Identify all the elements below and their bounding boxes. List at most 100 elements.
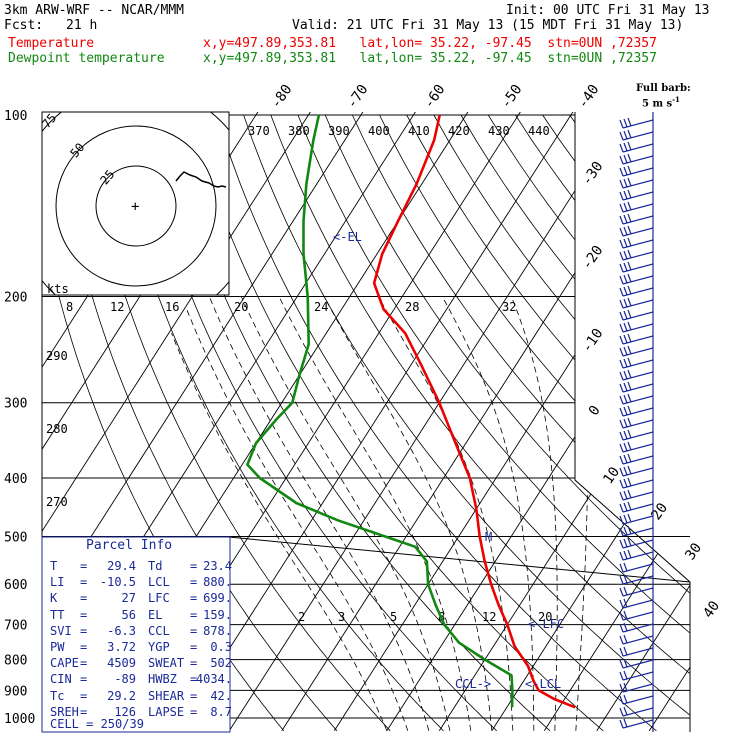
- parcel-key: CAPE: [50, 656, 79, 671]
- isotherm-label: -50: [498, 82, 526, 112]
- theta-label: 440: [528, 124, 550, 138]
- parcel-value: 126: [114, 704, 136, 719]
- mixing-ratio-label: 24: [314, 300, 328, 314]
- annotations: <-EL <-LFC <-LCL CCL-> M: [333, 230, 564, 691]
- wind-barb: [619, 273, 654, 285]
- wind-barb: [619, 225, 654, 237]
- wind-barb: [619, 381, 654, 393]
- isotherm-label: 0: [586, 403, 604, 419]
- parcel-key: LAPSE: [148, 704, 185, 719]
- parcel-info-title: Parcel Info: [86, 538, 173, 553]
- wind-barb: [619, 345, 654, 357]
- parcel-value: 878.: [203, 623, 232, 638]
- parcel-key: SWEAT: [148, 656, 185, 671]
- dry-adiabat: [324, 114, 690, 732]
- isotherm: [228, 112, 633, 732]
- parcel-cell: CELL = 250/39: [50, 717, 144, 731]
- parcel-info: [41, 536, 231, 733]
- parcel-value: 27: [121, 591, 136, 606]
- parcel-value: 0.3: [210, 640, 232, 654]
- wind-barb: [619, 429, 654, 441]
- pressure-tick-label: 900: [4, 684, 27, 699]
- parcel-key: TT: [50, 607, 65, 622]
- wind-barb: [619, 285, 654, 297]
- wind-barb: [619, 369, 654, 381]
- dry-adiabat: [188, 114, 604, 732]
- temperature-curve: [372, 114, 576, 709]
- theta-label: 400: [368, 124, 390, 138]
- isotherm-label: 40: [700, 598, 723, 621]
- wind-barb: [619, 177, 654, 189]
- theta-label: 390: [328, 124, 350, 138]
- wind-barb: [619, 549, 654, 561]
- parcel-value: 29.4: [107, 559, 136, 573]
- frame-diag: [228, 536, 691, 583]
- parcel-eq: =: [190, 623, 198, 638]
- dry-adiabat: [433, 114, 690, 732]
- wind-barb: [619, 357, 654, 369]
- parcel-value: 56: [121, 607, 136, 622]
- temperature-legend: Temperature: [8, 36, 95, 51]
- barb-legend-line1: Full barb:: [636, 83, 691, 94]
- wind-barb: [619, 706, 654, 717]
- theta-label: 430: [488, 124, 510, 138]
- mixing-ratio-label: 32: [502, 300, 516, 314]
- parcel-key: SREH: [50, 704, 79, 719]
- wind-barb: [619, 249, 654, 261]
- pressure-tick-label: 100: [4, 109, 27, 124]
- parcel-eq: =: [190, 591, 198, 606]
- forecast-hour: 21 h: [66, 18, 98, 33]
- isotherm-label: -70: [344, 82, 372, 112]
- header: 3km ARW-WRF -- NCAR/MMM Init: 00 UTC Fri…: [0, 0, 740, 70]
- parcel-value: 880.: [203, 575, 232, 590]
- dewpoint-legend: Dewpoint temperature: [8, 51, 165, 66]
- wind-barb: [619, 141, 654, 153]
- parcel-key: CCL: [148, 623, 170, 638]
- dry-adiabat: [297, 114, 690, 732]
- forecast-label: Fcst:: [4, 18, 44, 33]
- parcel-key: T: [50, 559, 58, 573]
- mixing-ratio-label: 12: [482, 610, 496, 624]
- parcel-key: LI: [50, 575, 65, 590]
- isotherm: [438, 112, 690, 732]
- isotherm: [596, 112, 690, 732]
- wind-barb: [619, 261, 654, 273]
- wind-barb: [619, 586, 654, 597]
- isotherm: [42, 112, 370, 732]
- isotherm-label: -40: [575, 82, 603, 112]
- annotation-el: <-EL: [333, 230, 362, 244]
- wind-barb: [619, 417, 654, 429]
- wind-barb: [619, 513, 654, 525]
- dry-adiabat: [596, 114, 690, 732]
- wind-barb: [619, 574, 654, 585]
- wind-barb: [619, 237, 654, 249]
- dry-adiabat: [569, 114, 690, 732]
- parcel-value: 42.: [210, 688, 232, 703]
- wind-barb: [619, 129, 654, 141]
- dry-adiabat: [351, 114, 690, 732]
- parcel-eq: =: [80, 688, 88, 703]
- annotation-lfc: <-LFC: [528, 617, 564, 631]
- annotation-m: M: [485, 530, 492, 544]
- wind-barb: [619, 465, 654, 477]
- theta-label: 380: [288, 124, 310, 138]
- dry-adiabat: [134, 114, 497, 732]
- parcel-value: 8.7: [210, 704, 232, 719]
- parcel-key: Tc: [50, 688, 65, 703]
- wind-barb: [619, 562, 654, 573]
- sounding-curves: [246, 114, 576, 709]
- wind-barb: [619, 598, 654, 609]
- parcel-key: CIN: [50, 672, 72, 687]
- wind-barb: [619, 165, 654, 177]
- hodograph-center: +: [131, 199, 139, 215]
- parcel-value: 4509: [107, 656, 136, 671]
- isotherm: [42, 112, 318, 732]
- parcel-key: EL: [148, 607, 163, 622]
- theta-label-low: 290: [46, 349, 68, 363]
- annotation-ccl: CCL->: [455, 677, 491, 691]
- wind-barb: [619, 682, 654, 693]
- parcel-key: LCL: [148, 575, 170, 590]
- parcel-key: SHEAR: [148, 688, 185, 703]
- parcel-eq: =: [190, 656, 198, 671]
